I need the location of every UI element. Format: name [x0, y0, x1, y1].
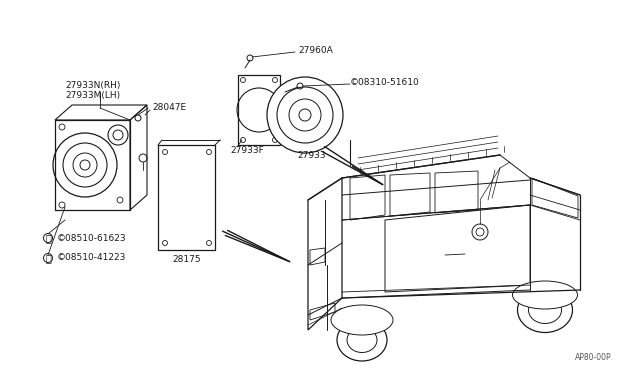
Text: ©08510-61623: ©08510-61623	[57, 234, 127, 243]
Text: ©08310-51610: ©08310-51610	[350, 77, 420, 87]
Text: 27933F: 27933F	[230, 145, 264, 154]
Text: AP80-00P: AP80-00P	[575, 353, 612, 362]
Text: 27933: 27933	[297, 151, 326, 160]
Text: Ⓢ: Ⓢ	[45, 253, 51, 263]
Text: 27933M(LH): 27933M(LH)	[65, 90, 120, 99]
Circle shape	[267, 77, 343, 153]
Ellipse shape	[331, 305, 393, 335]
Ellipse shape	[518, 288, 573, 333]
Text: Ⓢ: Ⓢ	[45, 233, 51, 243]
Ellipse shape	[513, 281, 577, 309]
Text: 27960A: 27960A	[298, 45, 333, 55]
Text: 27933N(RH): 27933N(RH)	[65, 80, 120, 90]
Text: 28175: 28175	[172, 256, 200, 264]
Text: ©08510-41223: ©08510-41223	[57, 253, 126, 263]
Text: 28047E: 28047E	[152, 103, 186, 112]
Ellipse shape	[337, 319, 387, 361]
